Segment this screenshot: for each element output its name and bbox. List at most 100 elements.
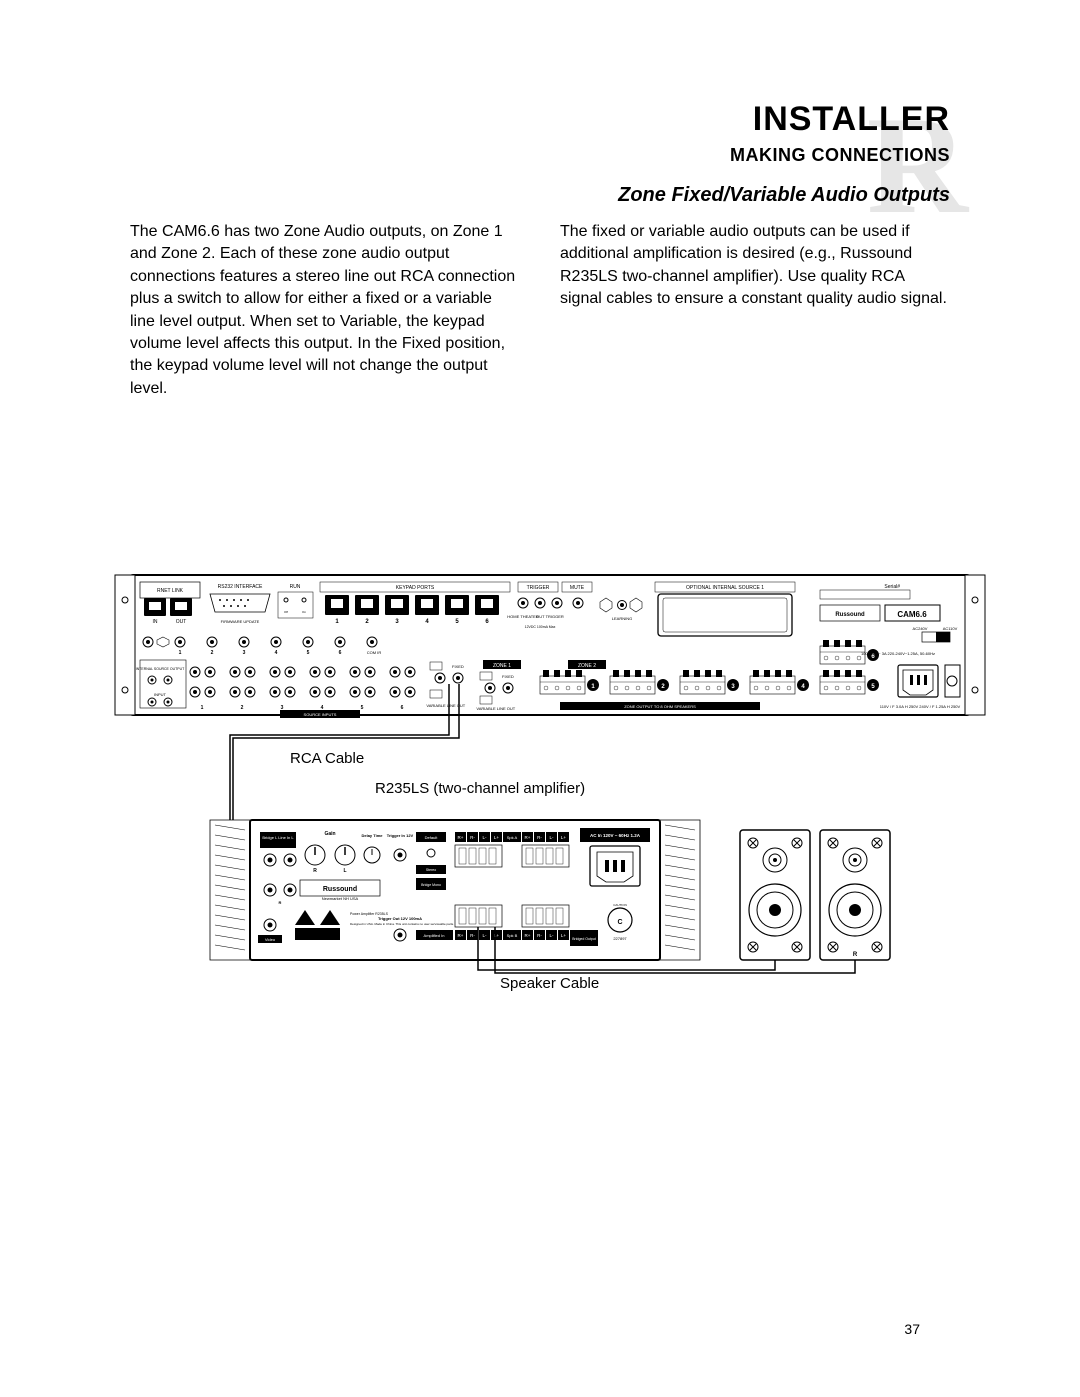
svg-text:L-: L- — [482, 835, 487, 840]
mute-label: MUTE — [570, 585, 585, 591]
svg-text:227897: 227897 — [613, 936, 627, 941]
svg-text:2: 2 — [241, 705, 244, 711]
svg-text:R+: R+ — [458, 933, 464, 938]
svg-text:L+: L+ — [561, 933, 567, 938]
svg-text:1: 1 — [179, 650, 182, 656]
svg-text:LINE OUT: LINE OUT — [497, 706, 516, 711]
svg-text:Stereo: Stereo — [426, 868, 436, 872]
optional-label: OPTIONAL INTERNAL SOURCE 1 — [686, 585, 764, 591]
svg-text:R-: R- — [537, 933, 542, 938]
svg-text:ZONE OUTPUT TO 8 OHM SPEAKERS: ZONE OUTPUT TO 8 OHM SPEAKERS — [624, 704, 696, 709]
svg-text:Newmarket NH USA: Newmarket NH USA — [322, 896, 359, 901]
svg-text:R: R — [853, 952, 858, 958]
svg-text:CAUTION: CAUTION — [613, 903, 627, 907]
svg-text:Default: Default — [425, 835, 439, 840]
svg-text:Off: Off — [284, 610, 288, 614]
svg-text:2: 2 — [211, 650, 214, 656]
svg-text:COM IR: COM IR — [367, 650, 382, 655]
svg-text:Bridged Output: Bridged Output — [572, 937, 596, 941]
svg-text:L+: L+ — [561, 835, 567, 840]
rnet-label: RNET LINK — [157, 588, 184, 594]
body-columns: The CAM6.6 has two Zone Audio outputs, o… — [130, 221, 950, 400]
svg-text:FIXED: FIXED — [502, 674, 514, 679]
svg-text:Trigger In 12V: Trigger In 12V — [387, 833, 414, 838]
svg-text:5: 5 — [361, 705, 364, 711]
body-col-2: The fixed or variable audio outputs can … — [560, 221, 950, 400]
body-col-1: The CAM6.6 has two Zone Audio outputs, o… — [130, 221, 520, 400]
firmware-label: FIRMWARE UPDATE — [221, 619, 260, 624]
svg-text:1: 1 — [201, 705, 204, 711]
header-installer: INSTALLER — [130, 100, 950, 139]
svg-text:AC110V: AC110V — [943, 626, 958, 631]
trigger-label: TRIGGER — [527, 585, 550, 591]
svg-text:VARIABLE: VARIABLE — [426, 703, 446, 708]
svg-text:Video: Video — [265, 937, 276, 942]
svg-text:FIXED: FIXED — [452, 664, 464, 669]
svg-text:AC240V: AC240V — [913, 626, 928, 631]
svg-text:R: R — [279, 900, 282, 905]
keypad-label: KEYPAD PORTS — [396, 585, 435, 591]
svg-text:VARIABLE: VARIABLE — [476, 706, 496, 711]
in-label: IN — [153, 619, 158, 625]
svg-text:R: R — [313, 868, 317, 874]
out-label: OUT — [176, 619, 187, 625]
speaker-cable-label: Speaker Cable — [500, 975, 599, 992]
svg-text:SOURCE INPUTS: SOURCE INPUTS — [304, 712, 337, 717]
svg-text:INPUT: INPUT — [154, 692, 167, 697]
svg-text:Bridge L Line In L: Bridge L Line In L — [262, 835, 294, 840]
connection-diagram: RNET LINK IN OUT RS232 INTERFACE FIRMWAR… — [100, 570, 1000, 1020]
rca-cable-label: RCA Cable — [290, 750, 364, 767]
speaker-right: R — [820, 830, 890, 960]
svg-text:R+: R+ — [525, 933, 531, 938]
svg-text:INTERNAL SOURCE OUTPUT: INTERNAL SOURCE OUTPUT — [136, 667, 185, 671]
svg-text:5: 5 — [307, 650, 310, 656]
svg-text:Spk A: Spk A — [507, 835, 518, 840]
svg-text:110V / F 3.0A H 250V 240V / F: 110V / F 3.0A H 250V 240V / F 1.25A H 25… — [880, 704, 961, 709]
svg-text:Serial#: Serial# — [884, 584, 900, 590]
svg-text:ZONE 2: ZONE 2 — [578, 663, 596, 669]
page-header: INSTALLER MAKING CONNECTIONS Zone Fixed/… — [130, 100, 950, 207]
svg-text:R-: R- — [470, 933, 475, 938]
svg-text:L: L — [343, 868, 346, 874]
rs232-label: RS232 INTERFACE — [218, 584, 263, 590]
svg-text:L+: L+ — [494, 835, 500, 840]
svg-text:R+: R+ — [525, 835, 531, 840]
svg-text:6: 6 — [401, 705, 404, 711]
svg-text:Russound: Russound — [835, 612, 865, 618]
svg-text:AC In 120V ~ 60Hz 1.2A: AC In 120V ~ 60Hz 1.2A — [590, 833, 641, 838]
svg-text:LEARNING: LEARNING — [612, 616, 632, 621]
svg-text:CAM6.6: CAM6.6 — [897, 610, 927, 619]
r235ls-amplifier: Bridge L Line In L Gain R L Delay Time T… — [210, 820, 700, 960]
speaker-left — [740, 830, 810, 960]
svg-text:ZONE 1: ZONE 1 — [493, 663, 511, 669]
svg-text:100-120V~ 3A 220-240V~1.25A, 5: 100-120V~ 3A 220-240V~1.25A, 50-60Hz — [861, 651, 935, 656]
amplifier-label: R235LS (two-channel amplifier) — [375, 780, 585, 797]
svg-text:R-: R- — [537, 835, 542, 840]
svg-text:Trigger Out 12V 100mA: Trigger Out 12V 100mA — [378, 916, 422, 921]
svg-text:Gain: Gain — [324, 831, 335, 837]
section-title: Zone Fixed/Variable Audio Outputs — [130, 184, 950, 207]
svg-text:Designed in USA. Made in China: Designed in USA. Made in China. This uni… — [350, 922, 454, 926]
svg-text:L-: L- — [482, 933, 487, 938]
svg-text:HOME THEATER: HOME THEATER — [507, 614, 539, 619]
svg-text:OUT TRIGGER: OUT TRIGGER — [536, 614, 564, 619]
svg-text:L-: L- — [549, 835, 554, 840]
header-sub: MAKING CONNECTIONS — [130, 145, 950, 166]
svg-text:C: C — [617, 919, 622, 926]
svg-text:Amplified In: Amplified In — [424, 933, 445, 938]
svg-text:R+: R+ — [458, 835, 464, 840]
page-number: 37 — [904, 1321, 920, 1337]
svg-text:3: 3 — [243, 650, 246, 656]
svg-text:Spk B: Spk B — [507, 933, 518, 938]
svg-text:Delay Time: Delay Time — [361, 833, 383, 838]
svg-text:R-: R- — [470, 835, 475, 840]
svg-text:Bridge Mono: Bridge Mono — [421, 883, 441, 887]
cam66-rear-panel: RNET LINK IN OUT RS232 INTERFACE FIRMWAR… — [115, 575, 985, 718]
run-label: RUN — [290, 584, 301, 590]
svg-text:4: 4 — [275, 650, 278, 656]
svg-text:6: 6 — [339, 650, 342, 656]
svg-text:12VDC 100mA Max: 12VDC 100mA Max — [525, 625, 556, 629]
svg-text:Russound: Russound — [323, 886, 357, 893]
svg-text:L-: L- — [549, 933, 554, 938]
svg-text:On: On — [302, 610, 306, 614]
